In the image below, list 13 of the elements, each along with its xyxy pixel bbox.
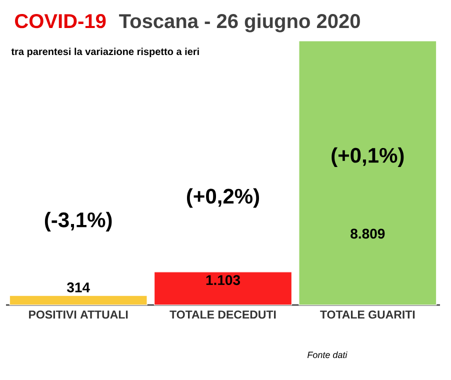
x-tick-label: TOTALE GUARITI bbox=[320, 310, 415, 319]
chart-subtitle: Toscana - 26 giugno 2020 bbox=[119, 14, 360, 32]
data-label: 1.103 bbox=[206, 275, 240, 286]
data-label: 8.809 bbox=[350, 228, 385, 239]
annotation: tra parentesi la variazione rispetto a ieri bbox=[11, 48, 199, 58]
data-label: 314 bbox=[66, 282, 90, 292]
x-tick-label: TOTALE DECEDUTI bbox=[170, 310, 276, 319]
chart-title: COVID-19 bbox=[15, 14, 106, 28]
annotation: (+0,2%) bbox=[186, 188, 259, 208]
source-note: Fonte dati bbox=[307, 351, 348, 358]
annotation: (-3,1%) bbox=[44, 212, 112, 232]
annotation: (+0,1%) bbox=[332, 147, 404, 167]
x-tick-label: POSITIVI ATTUALI bbox=[29, 310, 128, 319]
